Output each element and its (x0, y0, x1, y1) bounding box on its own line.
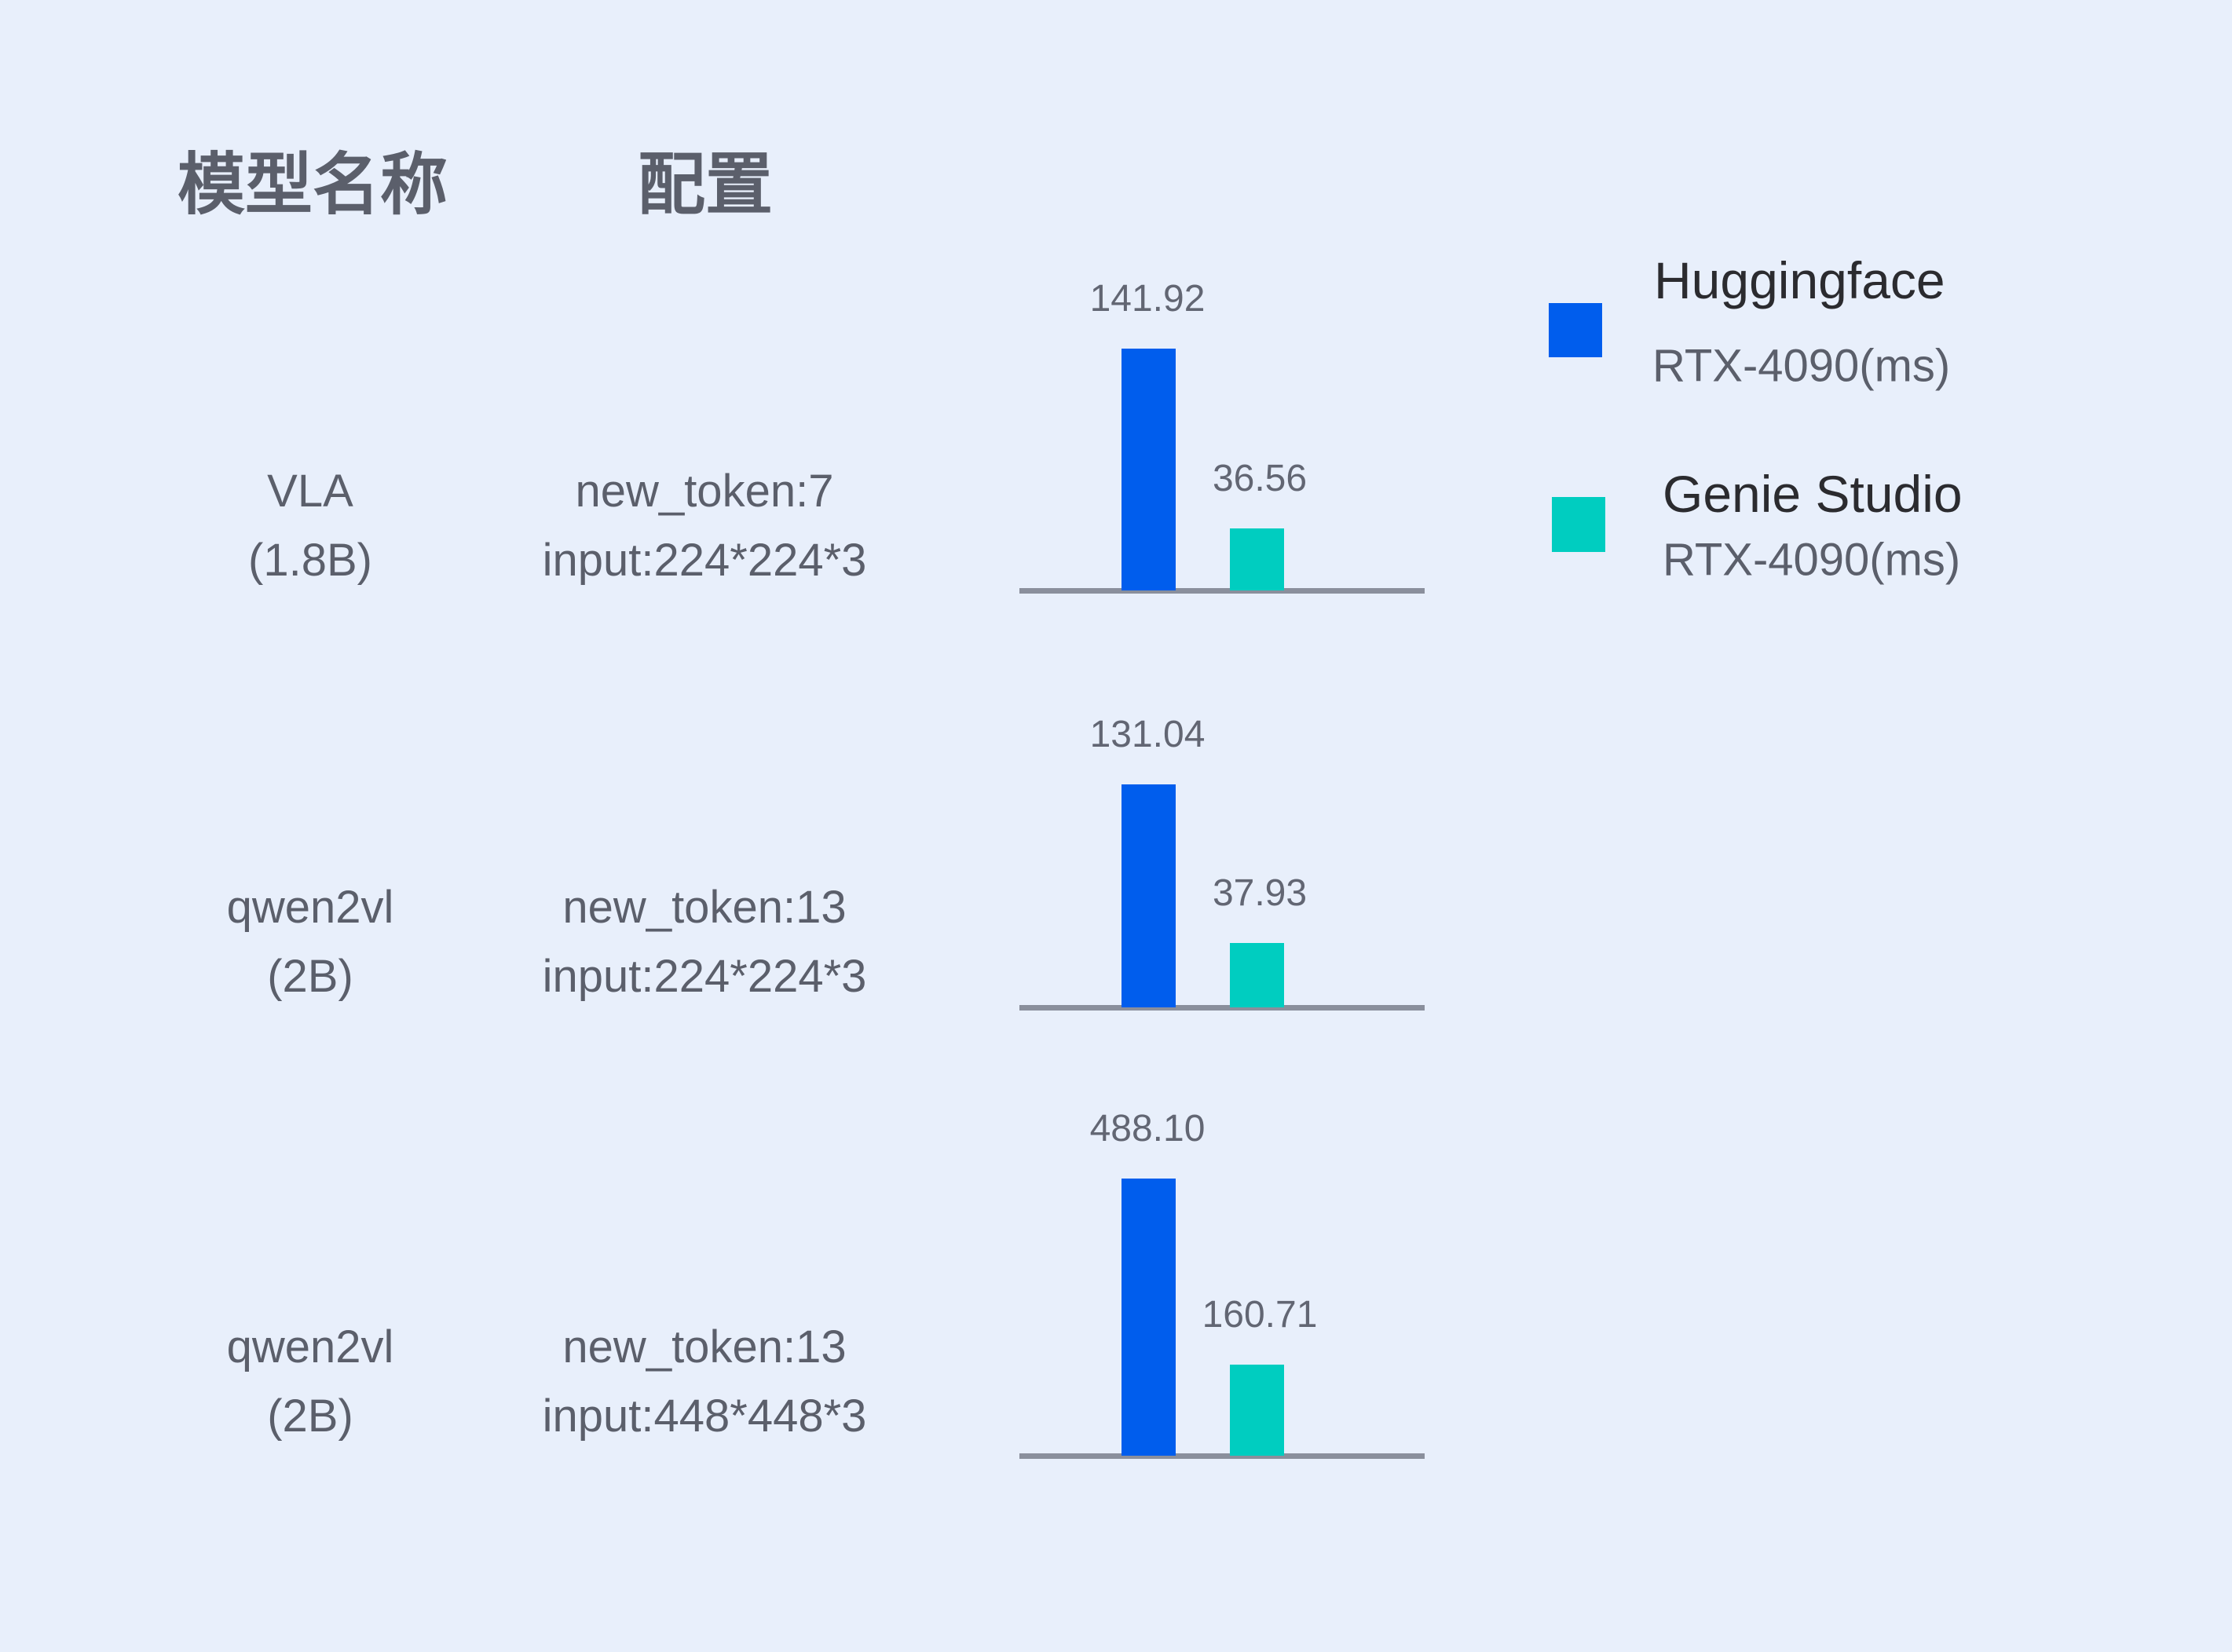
x-axis-line (1019, 1453, 1425, 1459)
data-label: 131.04 (1089, 713, 1206, 755)
data-label: 36.56 (1212, 457, 1308, 499)
config-tokens: new_token:13 (562, 1321, 847, 1372)
legend-label-huggingface: Huggingface (1654, 251, 1945, 309)
model-label: qwen2vl (2B) (227, 873, 394, 1011)
header-model-name: 模型名称 (177, 147, 448, 223)
config-tokens: new_token:7 (575, 466, 834, 517)
data-label: 488.10 (1089, 1107, 1206, 1149)
bar-genie (1230, 528, 1284, 590)
config-input: input:224*224*3 (542, 951, 867, 1002)
model-name: qwen2vl (226, 882, 394, 933)
model-label: VLA (1.8B) (248, 457, 372, 595)
config-tokens: new_token:13 (562, 882, 847, 933)
model-name: qwen2vl (226, 1321, 394, 1372)
bar-genie (1230, 942, 1284, 1007)
x-axis-line (1019, 588, 1425, 594)
model-name: VLA (267, 466, 353, 517)
config-label: new_token:7 input:224*224*3 (543, 457, 867, 595)
bar-huggingface (1121, 784, 1176, 1007)
legend-swatch-genie (1552, 497, 1605, 552)
model-size: (1.8B) (248, 535, 372, 586)
config-input: input:448*448*3 (542, 1391, 867, 1442)
config-label: new_token:13 input:224*224*3 (543, 873, 867, 1011)
header-config: 配置 (638, 147, 773, 223)
legend-sub-huggingface: RTX-4090(ms) (1652, 340, 1951, 392)
config-label: new_token:13 input:448*448*3 (543, 1313, 867, 1451)
bar-genie (1230, 1364, 1284, 1456)
config-input: input:224*224*3 (542, 535, 867, 586)
data-label: 37.93 (1212, 872, 1308, 914)
data-label: 160.71 (1202, 1293, 1318, 1336)
data-label: 141.92 (1089, 278, 1206, 320)
legend-swatch-huggingface (1549, 303, 1602, 357)
legend-label-genie: Genie Studio (1663, 465, 1963, 523)
bar-huggingface (1121, 349, 1176, 590)
model-size: (2B) (267, 951, 353, 1002)
legend-sub-genie: RTX-4090(ms) (1663, 534, 1961, 586)
bar-huggingface (1121, 1178, 1176, 1456)
model-size: (2B) (267, 1391, 353, 1442)
model-label: qwen2vl (2B) (227, 1313, 394, 1451)
x-axis-line (1019, 1005, 1425, 1011)
